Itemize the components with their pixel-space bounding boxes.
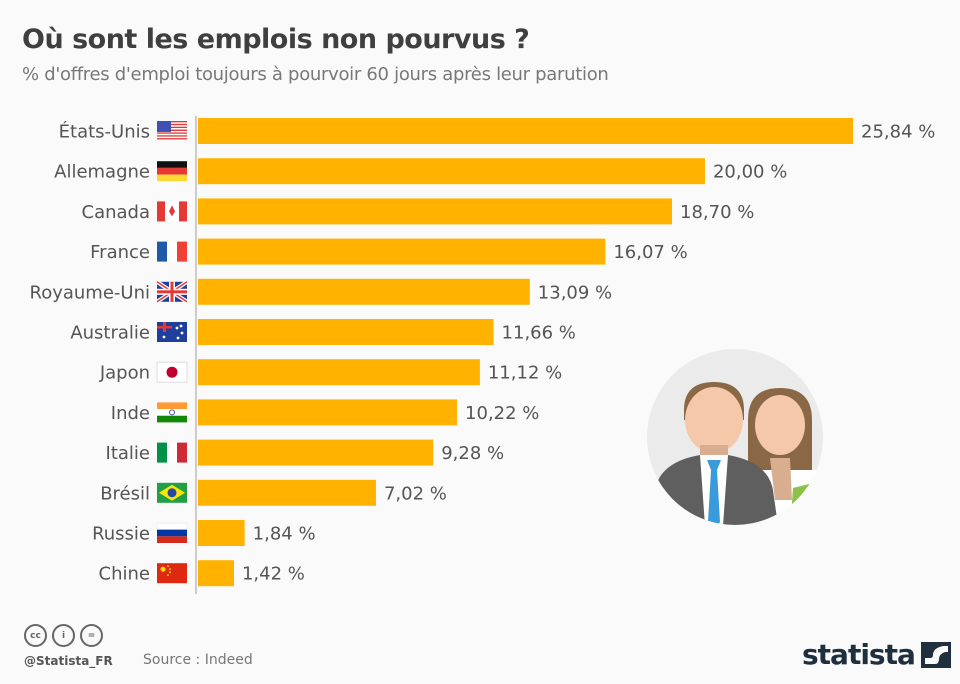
france-flag-icon [157, 241, 187, 262]
brazil-flag-icon [157, 482, 187, 503]
people-illustration [647, 349, 823, 525]
us-flag-icon [157, 121, 187, 141]
value-label: 1,42 % [242, 564, 305, 585]
category-label: Japon [99, 363, 150, 384]
bar-row: Russie 1,84 % [92, 520, 316, 546]
nd-icon: = [80, 624, 103, 647]
bar [198, 439, 434, 466]
value-label: 18,70 % [680, 202, 754, 223]
bar-row: France 16,07 % [90, 238, 688, 265]
uk-flag-icon [155, 280, 189, 304]
license-icons: cc i = [24, 624, 103, 647]
category-label: Italie [106, 443, 150, 464]
bar [198, 238, 606, 265]
china-flag-icon [157, 563, 187, 584]
category-label: Royaume-Uni [30, 282, 151, 303]
woman-jacket [790, 480, 823, 525]
bar [198, 278, 530, 305]
category-label: Australie [70, 323, 150, 344]
india-flag-icon [157, 402, 187, 423]
woman-face [755, 395, 805, 455]
bar-row: Brésil 7,02 % [100, 479, 447, 506]
man-face [685, 387, 743, 453]
man-tie [707, 460, 721, 525]
value-label: 10,22 % [465, 403, 539, 424]
value-label: 13,09 % [538, 282, 612, 303]
italy-flag-icon [157, 442, 187, 463]
chart-subtitle: % d'offres d'emploi toujours à pourvoir … [22, 64, 609, 85]
statista-mark-icon [920, 641, 951, 668]
source-note: Source : Indeed [143, 652, 253, 668]
value-label: 20,00 % [713, 162, 787, 183]
bar [198, 118, 853, 144]
japan-flag-icon [156, 361, 188, 383]
bar-row: Italie 9,28 % [106, 439, 504, 466]
canada-flag-icon [157, 201, 187, 222]
category-label: Chine [99, 564, 150, 585]
cc-icon: cc [24, 624, 47, 647]
bar-row: États-Unis 25,84 % [59, 118, 935, 144]
australia-flag-icon [157, 322, 187, 342]
bar [198, 560, 234, 587]
bar-row: Chine 1,42 % [99, 560, 305, 587]
bar [198, 520, 245, 546]
category-label: Russie [92, 524, 150, 545]
bar [198, 399, 458, 426]
category-label: France [90, 242, 150, 263]
bar [198, 158, 705, 185]
twitter-handle[interactable]: @Statista_FR [24, 654, 113, 668]
bar-row: Royaume-Uni 13,09 % [30, 278, 612, 305]
brand-name: statista [802, 638, 916, 671]
bar-row: Allemagne 20,00 % [54, 158, 787, 185]
value-label: 11,66 % [502, 323, 576, 344]
bar-row: Australie 11,66 % [70, 319, 576, 345]
value-label: 25,84 % [861, 122, 935, 143]
bar [198, 198, 673, 225]
value-label: 11,12 % [488, 363, 562, 384]
value-label: 1,84 % [253, 524, 316, 545]
germany-flag-icon [157, 161, 187, 182]
category-label: Brésil [100, 483, 150, 504]
statista-logo[interactable]: statista [802, 638, 951, 671]
bar-row: Inde 10,22 % [111, 399, 539, 426]
by-icon: i [52, 624, 75, 647]
category-label: Allemagne [54, 162, 150, 183]
bar [198, 479, 376, 506]
russia-flag-icon [156, 522, 188, 543]
category-label: Inde [111, 403, 150, 424]
category-label: Canada [82, 202, 151, 223]
bar-chart: États-Unis 25,84 % Allemagne 20,00 % Canada 1… [30, 116, 935, 594]
bar [198, 319, 494, 345]
category-label: États-Unis [59, 121, 150, 143]
chart-title: Où sont les emplois non pourvus ? [22, 24, 530, 55]
value-label: 16,07 % [613, 242, 687, 263]
bar [198, 359, 480, 386]
bar-row: Canada 18,70 % [82, 198, 754, 225]
value-label: 9,28 % [441, 443, 504, 464]
bar-row: Japon 11,12 % [99, 359, 562, 386]
value-label: 7,02 % [384, 483, 447, 504]
